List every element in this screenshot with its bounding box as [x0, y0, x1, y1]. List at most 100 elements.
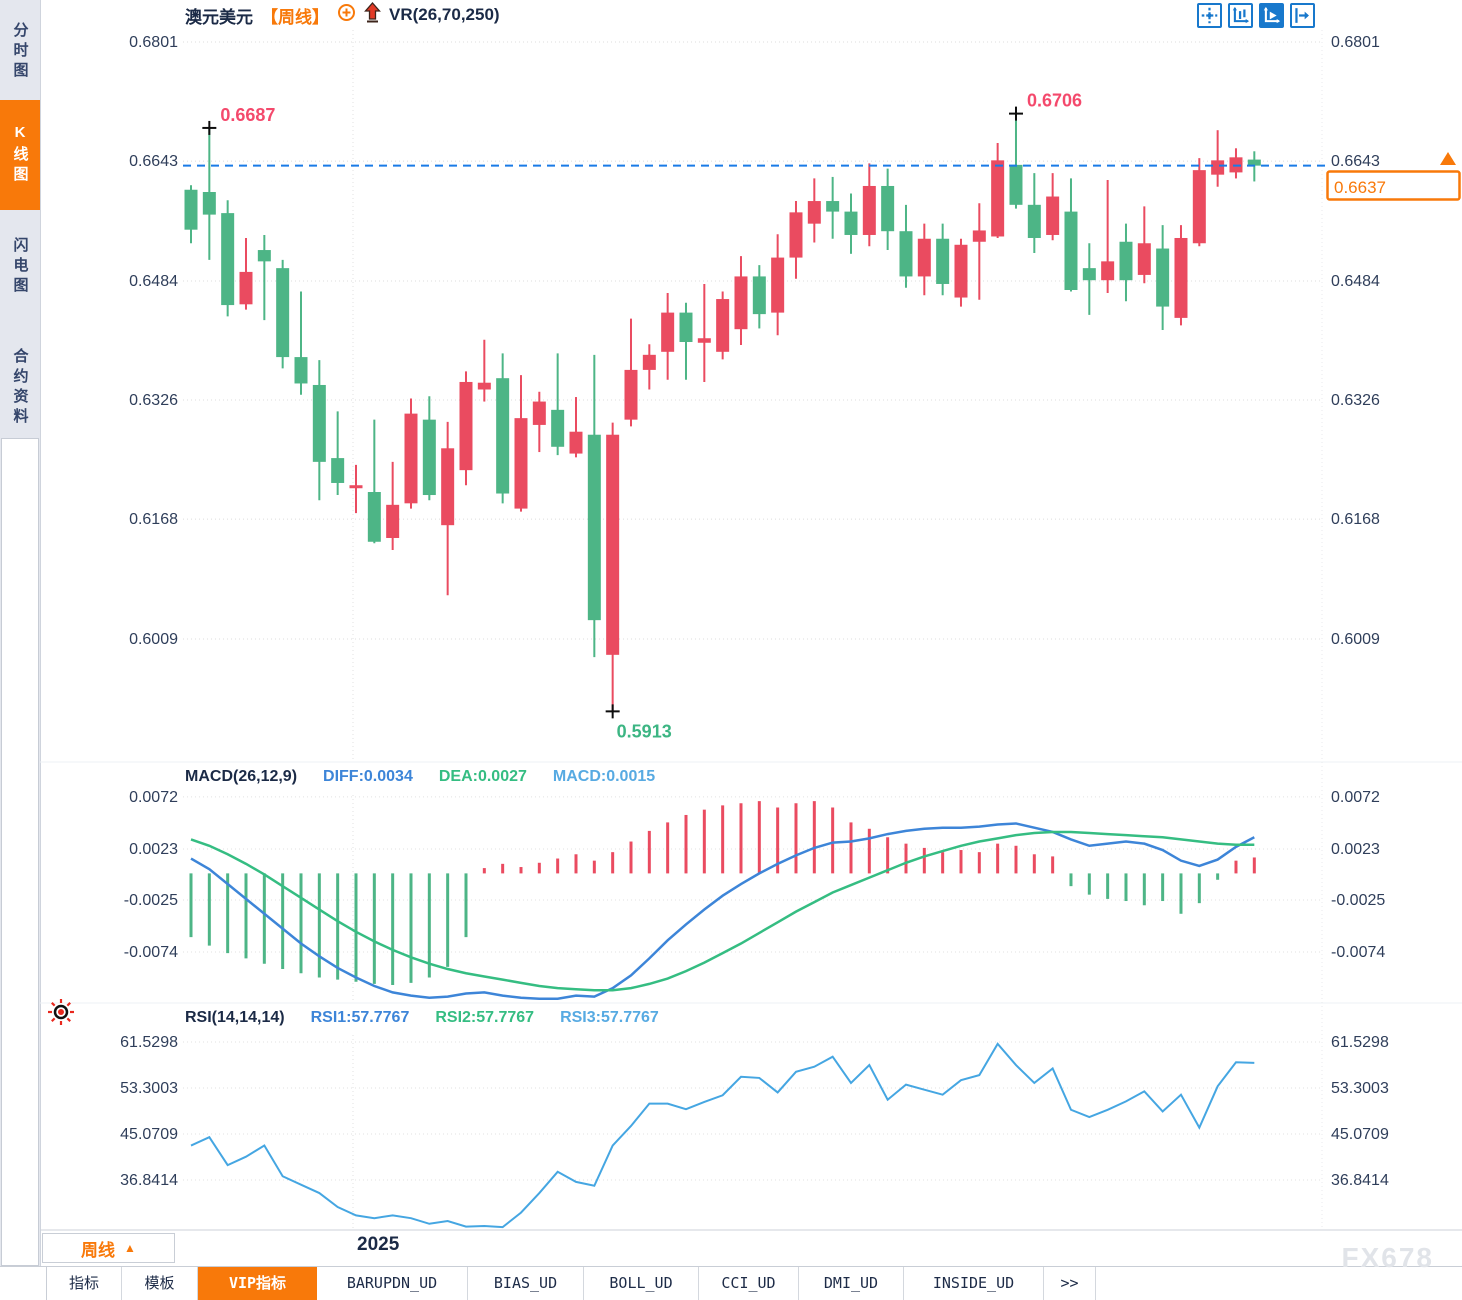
price-axis-label-right: 0.6643	[1331, 153, 1380, 170]
candle-body	[257, 250, 271, 262]
candle-body	[697, 338, 711, 343]
chart-title-bar: 澳元美元 【周线】 VR(26,70,250)	[185, 0, 500, 30]
candle-body	[184, 189, 198, 230]
x-axis-year-label: 2025	[357, 1234, 400, 1255]
price-axis-label-right: 0.6801	[1331, 34, 1380, 51]
candle-body	[1192, 170, 1206, 244]
high-annotation-label: 0.6687	[220, 105, 275, 125]
price-axis-label-left: 0.6643	[129, 153, 178, 170]
candle-body	[459, 381, 473, 471]
candle-body	[477, 382, 491, 390]
tab-dmi-ud[interactable]: DMI_UD	[799, 1267, 904, 1300]
price-axis-label-left: 0.6168	[129, 511, 178, 528]
auto-follow-icon[interactable]	[1259, 3, 1284, 28]
candle-body	[789, 212, 803, 258]
tab-bias-ud[interactable]: BIAS_UD	[468, 1267, 584, 1300]
candle-body	[642, 354, 656, 370]
pan-crosshair-icon[interactable]	[1197, 3, 1222, 28]
candle-body	[1247, 159, 1261, 166]
rsi3-readout: RSI3:57.7767	[560, 1009, 659, 1026]
left-sidebar: 分时图 K线图 闪电图 合约资料	[0, 0, 41, 1300]
macd-axis-label-right: -0.0025	[1331, 892, 1385, 909]
low-annotation-label: 0.5913	[617, 721, 672, 741]
jump-to-latest-icon[interactable]	[1290, 3, 1315, 28]
candle-body	[899, 231, 913, 277]
tab-bar-spacer	[0, 1267, 47, 1300]
sun-icon-ray	[66, 1017, 71, 1022]
candle-body	[551, 409, 565, 447]
macd-header: MACD(26,12,9) DIFF:0.0034 DEA:0.0027 MAC…	[185, 763, 655, 791]
candle-body	[917, 238, 931, 277]
rsi-axis-label-right: 61.5298	[1331, 1034, 1389, 1051]
candle-body	[826, 201, 840, 212]
candle-body	[862, 185, 876, 235]
candle-body	[954, 244, 968, 298]
sidebar-empty-panel	[1, 438, 39, 1266]
price-axis-label-left: 0.6326	[129, 392, 178, 409]
sun-icon[interactable]	[53, 1004, 69, 1020]
price-axis-label-right: 0.6326	[1331, 392, 1380, 409]
candle-body	[807, 201, 821, 224]
candle-body	[771, 257, 785, 313]
rsi-header: RSI(14,14,14) RSI1:57.7767 RSI2:57.7767 …	[185, 1004, 659, 1032]
tab-barupdn-ud[interactable]: BARUPDN_UD	[317, 1267, 468, 1300]
current-price-value: 0.6637	[1334, 178, 1386, 197]
scale-axis-icon[interactable]	[1228, 3, 1253, 28]
candle-body	[734, 276, 748, 330]
candle-body	[532, 401, 546, 425]
tab-boll-ud[interactable]: BOLL_UD	[584, 1267, 699, 1300]
tab-more[interactable]: >>	[1044, 1267, 1096, 1300]
tab-templates[interactable]: 模板	[122, 1267, 198, 1300]
tab-vip-indicators[interactable]: VIP指标	[198, 1267, 317, 1300]
rsi-line	[190, 1042, 1255, 1229]
tab-inside-ud[interactable]: INSIDE_UD	[904, 1267, 1044, 1300]
chart-canvas[interactable]: 0.6801 0.6801 0.6643 0.6643 0.6484 0.6484 0.63…	[40, 0, 1462, 1266]
candle-body	[496, 378, 510, 494]
period-label: 【周线】	[261, 7, 329, 27]
candle-body	[1027, 204, 1041, 238]
candle-body	[312, 384, 326, 462]
candle-body	[239, 271, 253, 305]
macd-axis-label-right: 0.0072	[1331, 789, 1380, 806]
add-overlay-icon[interactable]	[337, 3, 356, 27]
candle-body	[1137, 243, 1151, 275]
macd-macd-readout: MACD:0.0015	[552, 768, 656, 785]
trend-up-arrow-icon	[364, 1, 381, 29]
sun-icon-ray	[51, 1017, 56, 1022]
instrument-name: 澳元美元	[185, 7, 253, 27]
rsi1-readout: RSI1:57.7767	[310, 1009, 410, 1026]
sun-icon-ray	[66, 1002, 71, 1007]
sidebar-item-flash-chart[interactable]: 闪电图	[11, 237, 29, 297]
rsi-axis-label-right: 45.0709	[1331, 1126, 1389, 1143]
candle-body	[1156, 248, 1170, 307]
price-axis-label-right: 0.6484	[1331, 273, 1380, 290]
candle-body	[752, 276, 766, 315]
candle-body	[606, 434, 620, 655]
rsi-axis-label-left: 36.8414	[120, 1172, 178, 1189]
tab-cci-ud[interactable]: CCI_UD	[699, 1267, 799, 1300]
candle-body	[441, 448, 455, 526]
candle-body	[404, 413, 418, 504]
sun-icon-core	[58, 1009, 64, 1015]
candle-body	[349, 485, 363, 489]
candle-body	[1064, 211, 1078, 290]
macd-axis-label-right: 0.0023	[1331, 841, 1380, 858]
candle-body	[514, 418, 528, 509]
period-selector-button[interactable]: 周线 ▲	[42, 1233, 175, 1263]
tab-indicators[interactable]: 指标	[47, 1267, 122, 1300]
candle-body	[276, 268, 290, 358]
price-axis-label-right: 0.6009	[1331, 631, 1380, 648]
rsi-axis-label-left: 45.0709	[120, 1126, 178, 1143]
sidebar-item-kline-chart[interactable]: K线图	[0, 100, 40, 210]
candle-body	[1211, 160, 1225, 175]
candle-body	[716, 299, 730, 352]
candle-body	[1101, 261, 1115, 281]
macd-dea-line	[190, 830, 1255, 992]
sidebar-item-contract-info[interactable]: 合约资料	[11, 348, 29, 428]
candle-body	[221, 213, 235, 306]
candle-body	[367, 492, 381, 542]
candle-body	[1119, 241, 1133, 281]
candle-body	[569, 431, 583, 454]
sidebar-item-time-chart[interactable]: 分时图	[11, 21, 29, 82]
